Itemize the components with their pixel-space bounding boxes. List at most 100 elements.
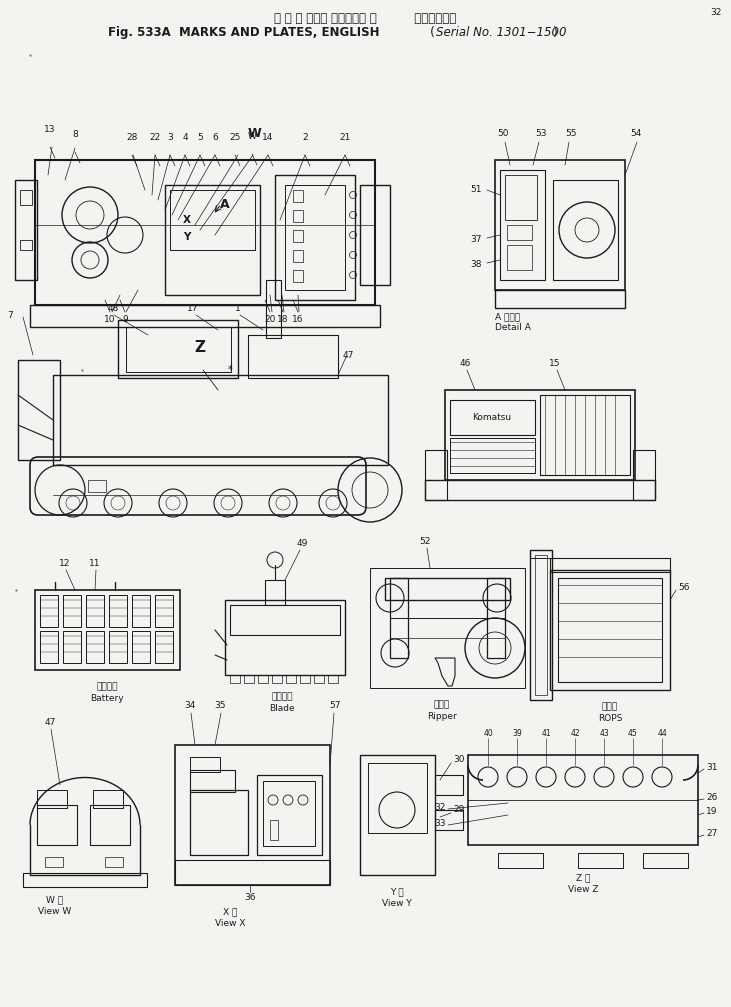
Bar — [435, 810, 463, 830]
Text: 22: 22 — [149, 133, 161, 142]
Text: A 詳細図: A 詳細図 — [495, 312, 520, 321]
Bar — [190, 757, 220, 772]
Text: 21: 21 — [339, 133, 351, 142]
Bar — [230, 605, 340, 635]
Bar — [272, 675, 282, 683]
Text: *: * — [228, 365, 232, 375]
Bar — [445, 390, 635, 480]
Text: 8: 8 — [72, 130, 78, 139]
Bar — [190, 770, 235, 792]
Text: 16: 16 — [292, 315, 304, 324]
Text: 27: 27 — [706, 829, 717, 838]
Bar — [244, 675, 254, 683]
Text: 50: 50 — [497, 129, 509, 138]
Bar — [390, 578, 408, 658]
Bar — [495, 160, 625, 290]
Text: 18: 18 — [277, 315, 289, 324]
Bar — [495, 290, 625, 308]
Bar — [225, 600, 345, 675]
Text: 48: 48 — [107, 304, 118, 313]
Text: 38: 38 — [470, 260, 482, 269]
Text: 32: 32 — [710, 8, 721, 17]
Bar — [45, 857, 63, 867]
Text: 43: 43 — [599, 729, 609, 738]
Text: 30: 30 — [453, 755, 464, 764]
Text: 49: 49 — [296, 539, 308, 548]
Bar — [263, 781, 315, 846]
Text: Battery: Battery — [90, 694, 124, 703]
Bar — [23, 873, 147, 887]
Bar — [132, 595, 150, 627]
Text: Z: Z — [194, 339, 205, 354]
Bar — [37, 790, 67, 808]
Text: 33: 33 — [434, 819, 446, 828]
Bar — [105, 857, 123, 867]
Text: 3: 3 — [167, 133, 173, 142]
Bar — [265, 580, 285, 605]
Bar — [505, 175, 537, 220]
Text: View Y: View Y — [382, 899, 412, 908]
Bar — [155, 595, 173, 627]
Bar — [109, 631, 127, 663]
Text: W: W — [248, 132, 257, 141]
Text: 32: 32 — [435, 803, 446, 812]
Text: 57: 57 — [329, 701, 341, 710]
Bar — [300, 675, 310, 683]
Text: Y: Y — [183, 232, 190, 242]
Text: 10: 10 — [105, 315, 115, 324]
Bar — [165, 185, 260, 295]
Text: Komatsu: Komatsu — [472, 414, 512, 423]
Text: ): ) — [553, 26, 558, 39]
Text: 31: 31 — [706, 762, 718, 771]
Bar — [118, 320, 238, 378]
Bar — [37, 805, 77, 845]
Bar — [20, 240, 32, 250]
Bar — [53, 375, 388, 465]
Bar — [90, 805, 130, 845]
Text: 41: 41 — [541, 729, 551, 738]
Text: Serial No. 1301−1500: Serial No. 1301−1500 — [436, 26, 567, 39]
Text: 29: 29 — [453, 806, 464, 815]
Text: 34: 34 — [184, 701, 196, 710]
Bar — [286, 675, 296, 683]
Bar — [35, 160, 375, 305]
Bar — [498, 853, 543, 868]
Bar — [190, 790, 248, 855]
Bar — [18, 359, 60, 460]
Bar — [578, 853, 623, 868]
Bar — [275, 175, 355, 300]
Text: 15: 15 — [549, 359, 561, 368]
Bar — [500, 170, 545, 280]
Text: 5: 5 — [197, 133, 203, 142]
Text: View W: View W — [38, 907, 72, 916]
Bar — [425, 480, 655, 500]
Bar — [248, 335, 338, 378]
Text: リッパ: リッパ — [434, 700, 450, 709]
Bar — [93, 790, 123, 808]
Text: 47: 47 — [343, 350, 355, 359]
Text: 40: 40 — [483, 729, 493, 738]
Bar — [370, 568, 525, 688]
Text: 26: 26 — [706, 793, 717, 802]
Text: 55: 55 — [565, 129, 577, 138]
Text: W: W — [248, 127, 262, 140]
Text: 39: 39 — [512, 729, 522, 738]
Text: 19: 19 — [706, 807, 718, 816]
Text: 42: 42 — [570, 729, 580, 738]
Bar — [450, 400, 535, 435]
Bar — [507, 245, 532, 270]
Text: X: X — [183, 215, 191, 225]
Bar — [425, 450, 447, 500]
Text: Blade: Blade — [269, 704, 295, 713]
Text: 28: 28 — [126, 133, 137, 142]
Bar — [435, 775, 463, 795]
Text: Z 視: Z 視 — [576, 873, 590, 882]
Text: Fig. 533A  MARKS AND PLATES, ENGLISH: Fig. 533A MARKS AND PLATES, ENGLISH — [108, 26, 379, 39]
Text: 56: 56 — [678, 583, 689, 592]
Bar — [175, 860, 330, 885]
Bar — [126, 327, 231, 372]
Bar — [63, 595, 81, 627]
Bar — [293, 230, 303, 242]
Text: Ripper: Ripper — [427, 712, 457, 721]
Bar — [530, 550, 552, 700]
